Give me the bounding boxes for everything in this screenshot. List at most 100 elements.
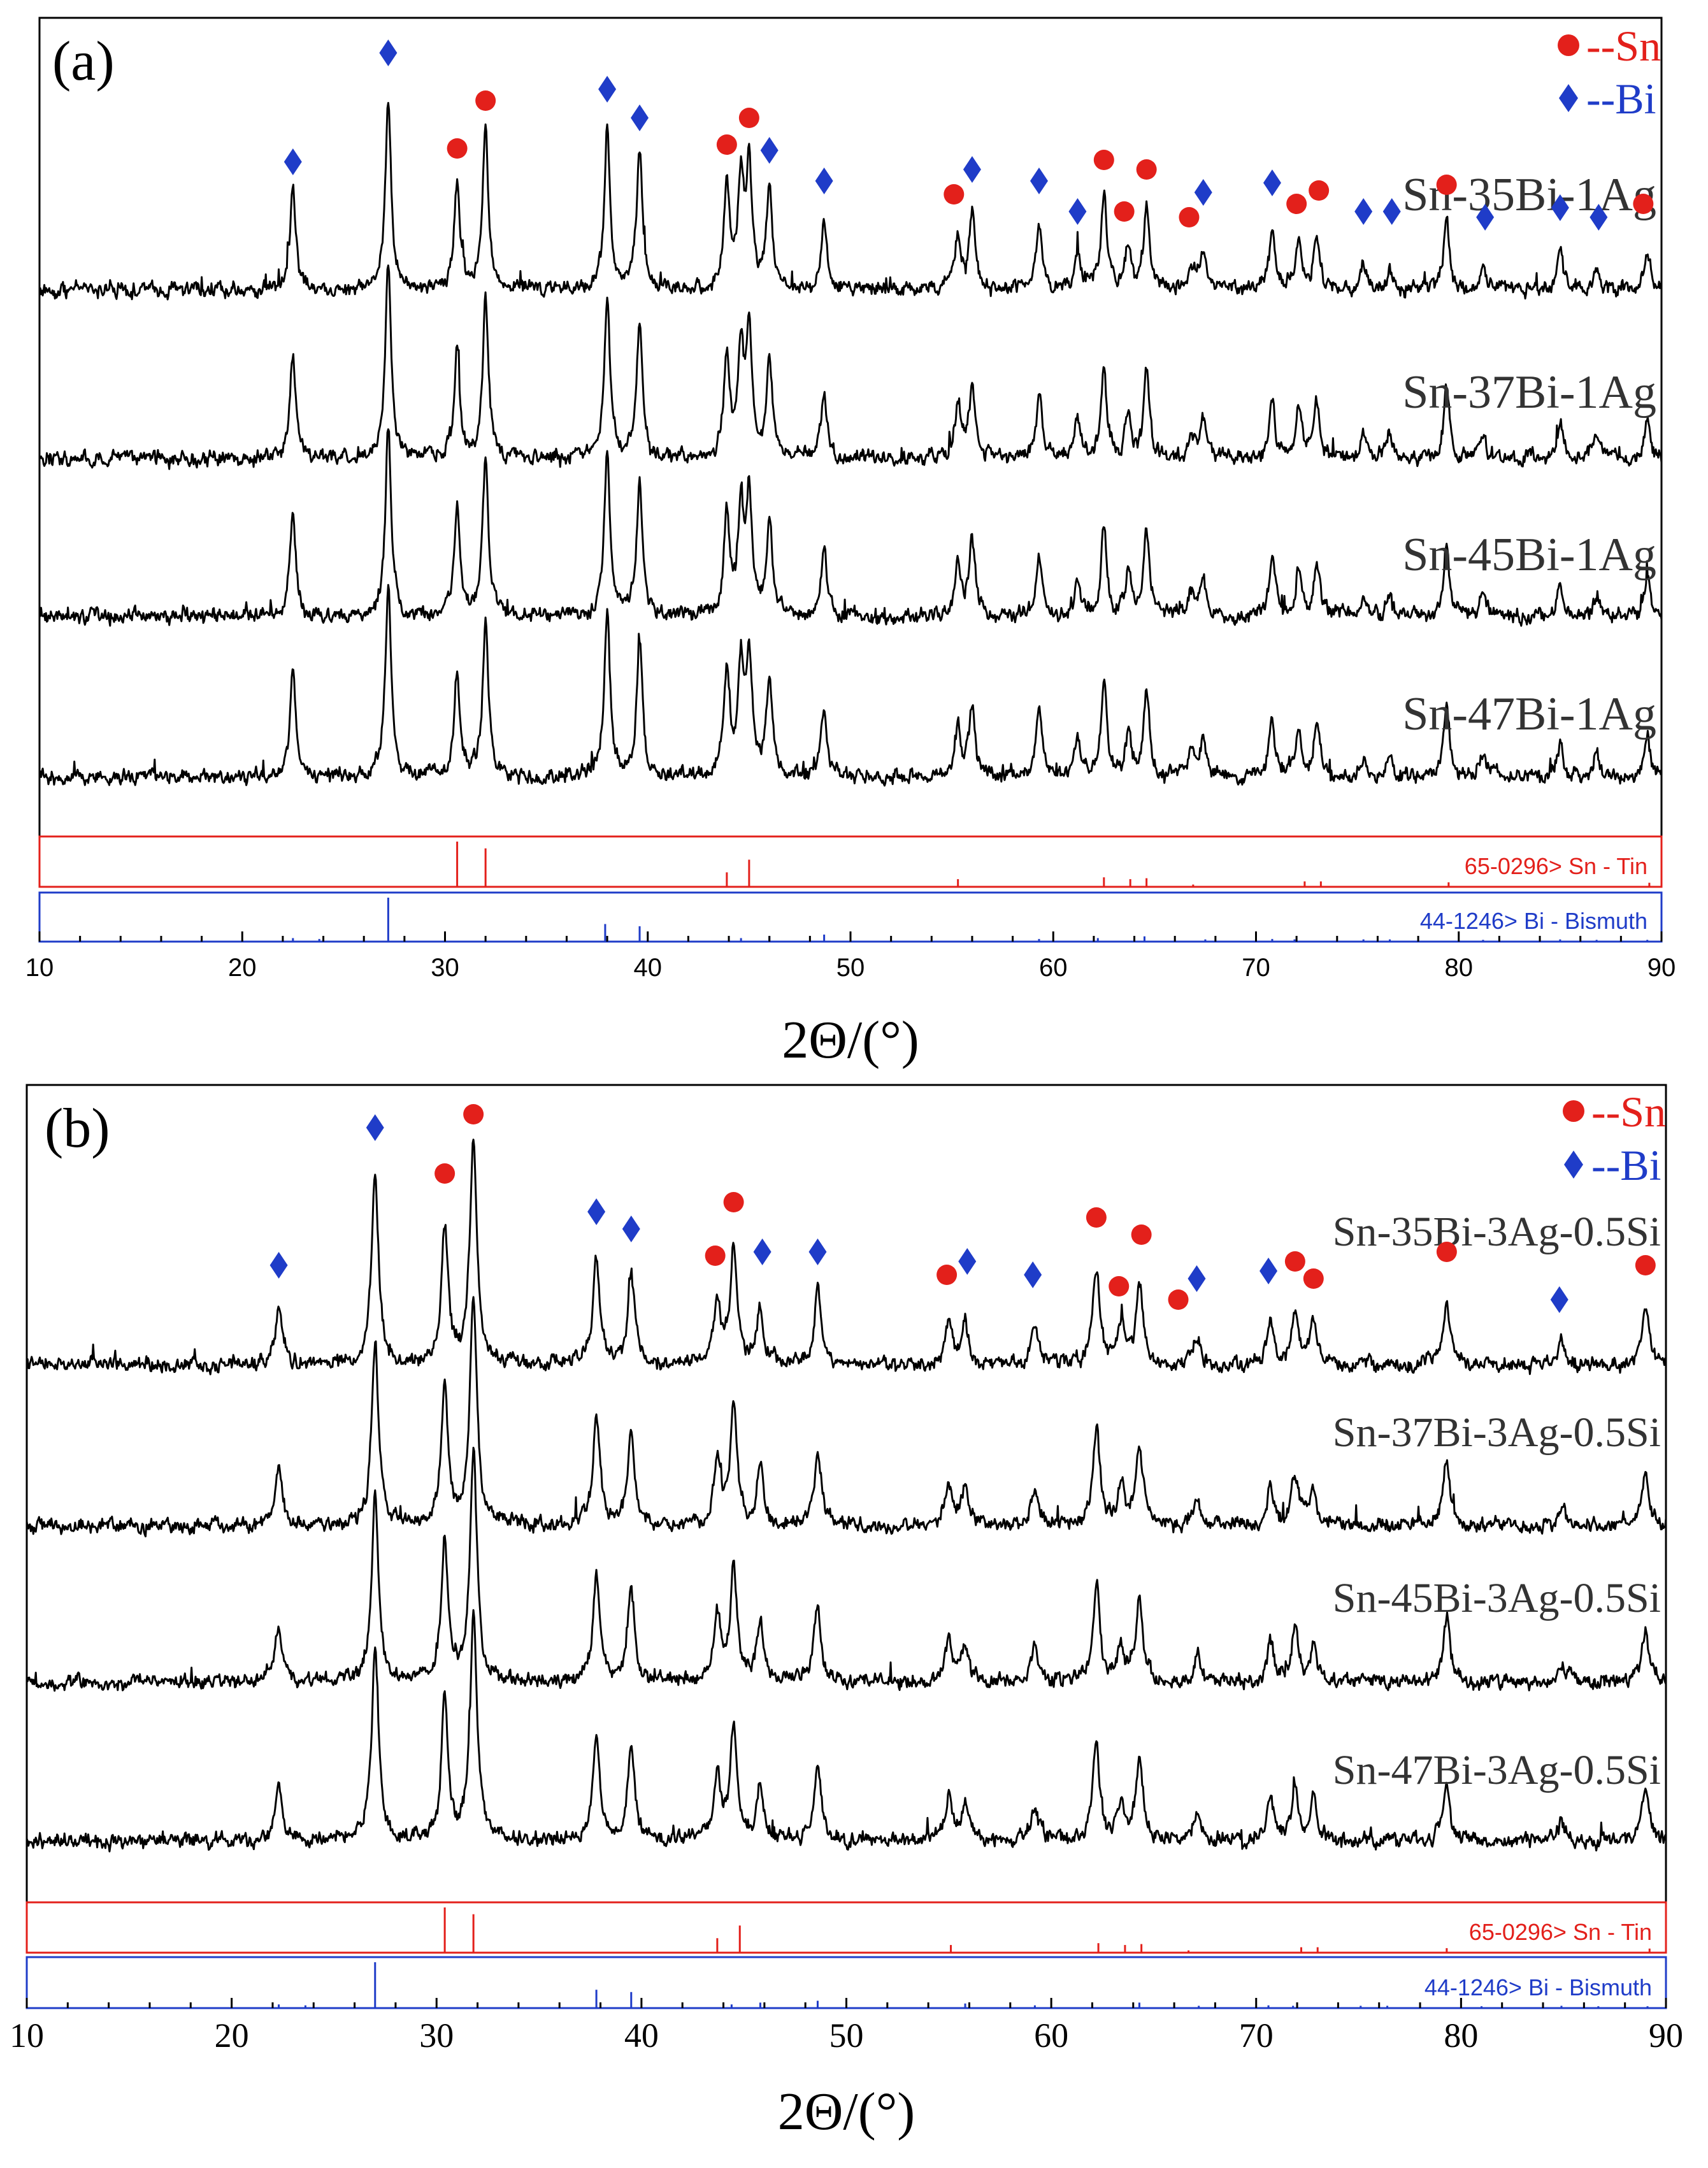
bi-peak-marker — [815, 168, 833, 194]
sn-peak-marker — [434, 1163, 456, 1184]
x-tick-label: 20 — [215, 2016, 249, 2055]
bi-peak-marker — [1259, 1258, 1278, 1284]
sn-peak-marker — [1286, 194, 1307, 214]
x-tick-label: 50 — [836, 954, 865, 982]
sn-peak-marker — [1309, 180, 1330, 201]
panel-label: (a) — [52, 31, 115, 92]
sn-peak-marker — [1633, 194, 1654, 214]
bi-peak-marker — [631, 104, 649, 131]
x-tick-label: 70 — [1242, 954, 1270, 982]
series-label: Sn-37Bi-3Ag-0.5Si — [1333, 1409, 1661, 1456]
legend-bi-marker — [1564, 1151, 1583, 1179]
x-tick-label: 40 — [624, 2016, 659, 2055]
bi-peak-marker — [1263, 169, 1281, 196]
x-axis-label: 2Θ/(°) — [782, 1010, 919, 1070]
sn-peak-marker — [1136, 159, 1157, 180]
sn-peak-marker — [1179, 207, 1200, 227]
sn-reference-box — [25, 1901, 1667, 1954]
bi-peak-marker — [1550, 1286, 1568, 1313]
xrd-trace — [38, 264, 1663, 470]
sn-peak-marker — [1436, 175, 1457, 195]
xrd-trace — [25, 1446, 1667, 1692]
x-tick-label: 70 — [1239, 2016, 1274, 2055]
sn-peak-marker — [1114, 201, 1135, 222]
sn-peak-marker — [447, 138, 468, 159]
x-axis-label: 2Θ/(°) — [778, 2082, 915, 2141]
bi-peak-marker — [283, 148, 302, 175]
x-tick-label: 30 — [431, 954, 459, 982]
series-label: Sn-35Bi-3Ag-0.5Si — [1333, 1209, 1661, 1255]
bi-peak-marker — [1188, 1265, 1206, 1292]
xrd-trace — [38, 428, 1663, 627]
x-tick-label: 40 — [634, 954, 663, 982]
sn-reference-label: 65-0296> Sn - Tin — [1465, 853, 1647, 879]
bi-peak-marker — [1354, 198, 1373, 225]
bi-peak-marker — [379, 39, 398, 66]
legend-bi-marker — [1559, 84, 1578, 112]
sn-peak-marker — [1086, 1207, 1107, 1228]
sn-peak-marker — [738, 108, 759, 128]
sn-peak-marker — [1436, 1242, 1457, 1262]
sn-peak-marker — [937, 1265, 958, 1285]
bi-peak-marker — [963, 156, 981, 183]
sn-peak-marker — [1131, 1224, 1152, 1245]
xrd-trace — [38, 584, 1663, 787]
legend-sn-marker — [1563, 1100, 1584, 1122]
x-tick-label: 10 — [10, 2016, 44, 2055]
x-tick-label: 60 — [1034, 2016, 1068, 2055]
bi-peak-marker — [760, 137, 779, 164]
x-tick-label: 90 — [1647, 954, 1676, 982]
bi-peak-marker — [366, 1114, 384, 1141]
bi-peak-marker — [808, 1238, 827, 1265]
bi-peak-marker — [958, 1248, 977, 1275]
bi-peak-marker — [1590, 204, 1608, 231]
legend-bi-label: --Bi — [1586, 75, 1656, 123]
bi-peak-marker — [1030, 168, 1048, 194]
bi-reference-label: 44-1246> Bi - Bismuth — [1425, 1974, 1652, 2000]
bi-peak-marker — [1194, 179, 1212, 206]
x-tick-label: 90 — [1649, 2016, 1683, 2055]
sn-peak-marker — [716, 134, 737, 155]
x-tick-label: 80 — [1445, 954, 1474, 982]
legend-sn-label: --Sn — [1586, 22, 1661, 70]
sn-peak-marker — [463, 1104, 484, 1124]
bi-peak-marker — [1382, 198, 1401, 225]
xrd-trace — [25, 1609, 1667, 1853]
sn-peak-marker — [475, 90, 496, 111]
sn-peak-marker — [705, 1246, 726, 1266]
bi-peak-marker — [269, 1252, 288, 1279]
legend-sn-label: --Sn — [1591, 1088, 1666, 1136]
sn-peak-marker — [1303, 1268, 1324, 1289]
x-tick-label: 20 — [228, 954, 257, 982]
bi-peak-marker — [1068, 198, 1087, 225]
panel-a: 65-0296> Sn - Tin 44-1246> Bi - Bismuth 10… — [25, 17, 1676, 1070]
xrd-trace — [25, 1296, 1667, 1538]
sn-peak-marker — [1109, 1276, 1130, 1296]
sn-peak-marker — [1284, 1251, 1305, 1272]
panel-b: 65-0296> Sn - Tin 44-1246> Bi - Bismuth 10… — [10, 1084, 1683, 2141]
series-label: Sn-37Bi-1Ag — [1402, 366, 1656, 419]
sn-peak-marker — [944, 184, 965, 205]
xrd-trace — [25, 1138, 1667, 1375]
panel-label: (b) — [45, 1098, 110, 1159]
bi-peak-marker — [598, 76, 617, 103]
sn-reference-label: 65-0296> Sn - Tin — [1469, 1919, 1652, 1945]
series-label: Sn-47Bi-3Ag-0.5Si — [1333, 1747, 1661, 1793]
sn-peak-marker — [1093, 150, 1114, 170]
bi-peak-marker — [1551, 194, 1569, 221]
legend-bi-label: --Bi — [1591, 1141, 1661, 1189]
x-tick-label: 80 — [1444, 2016, 1478, 2055]
bi-peak-marker — [1476, 204, 1495, 231]
sn-reference-box — [38, 835, 1663, 888]
sn-peak-marker — [1168, 1289, 1189, 1310]
bi-peak-marker — [753, 1238, 771, 1265]
x-tick-label: 50 — [829, 2016, 864, 2055]
sn-peak-marker — [1635, 1255, 1656, 1275]
legend-sn-marker — [1558, 34, 1579, 56]
bi-reference-label: 44-1246> Bi - Bismuth — [1420, 908, 1647, 934]
bi-peak-marker — [622, 1216, 640, 1242]
x-tick-label: 60 — [1039, 954, 1068, 982]
sn-peak-marker — [723, 1192, 744, 1212]
x-tick-label: 10 — [25, 954, 54, 982]
